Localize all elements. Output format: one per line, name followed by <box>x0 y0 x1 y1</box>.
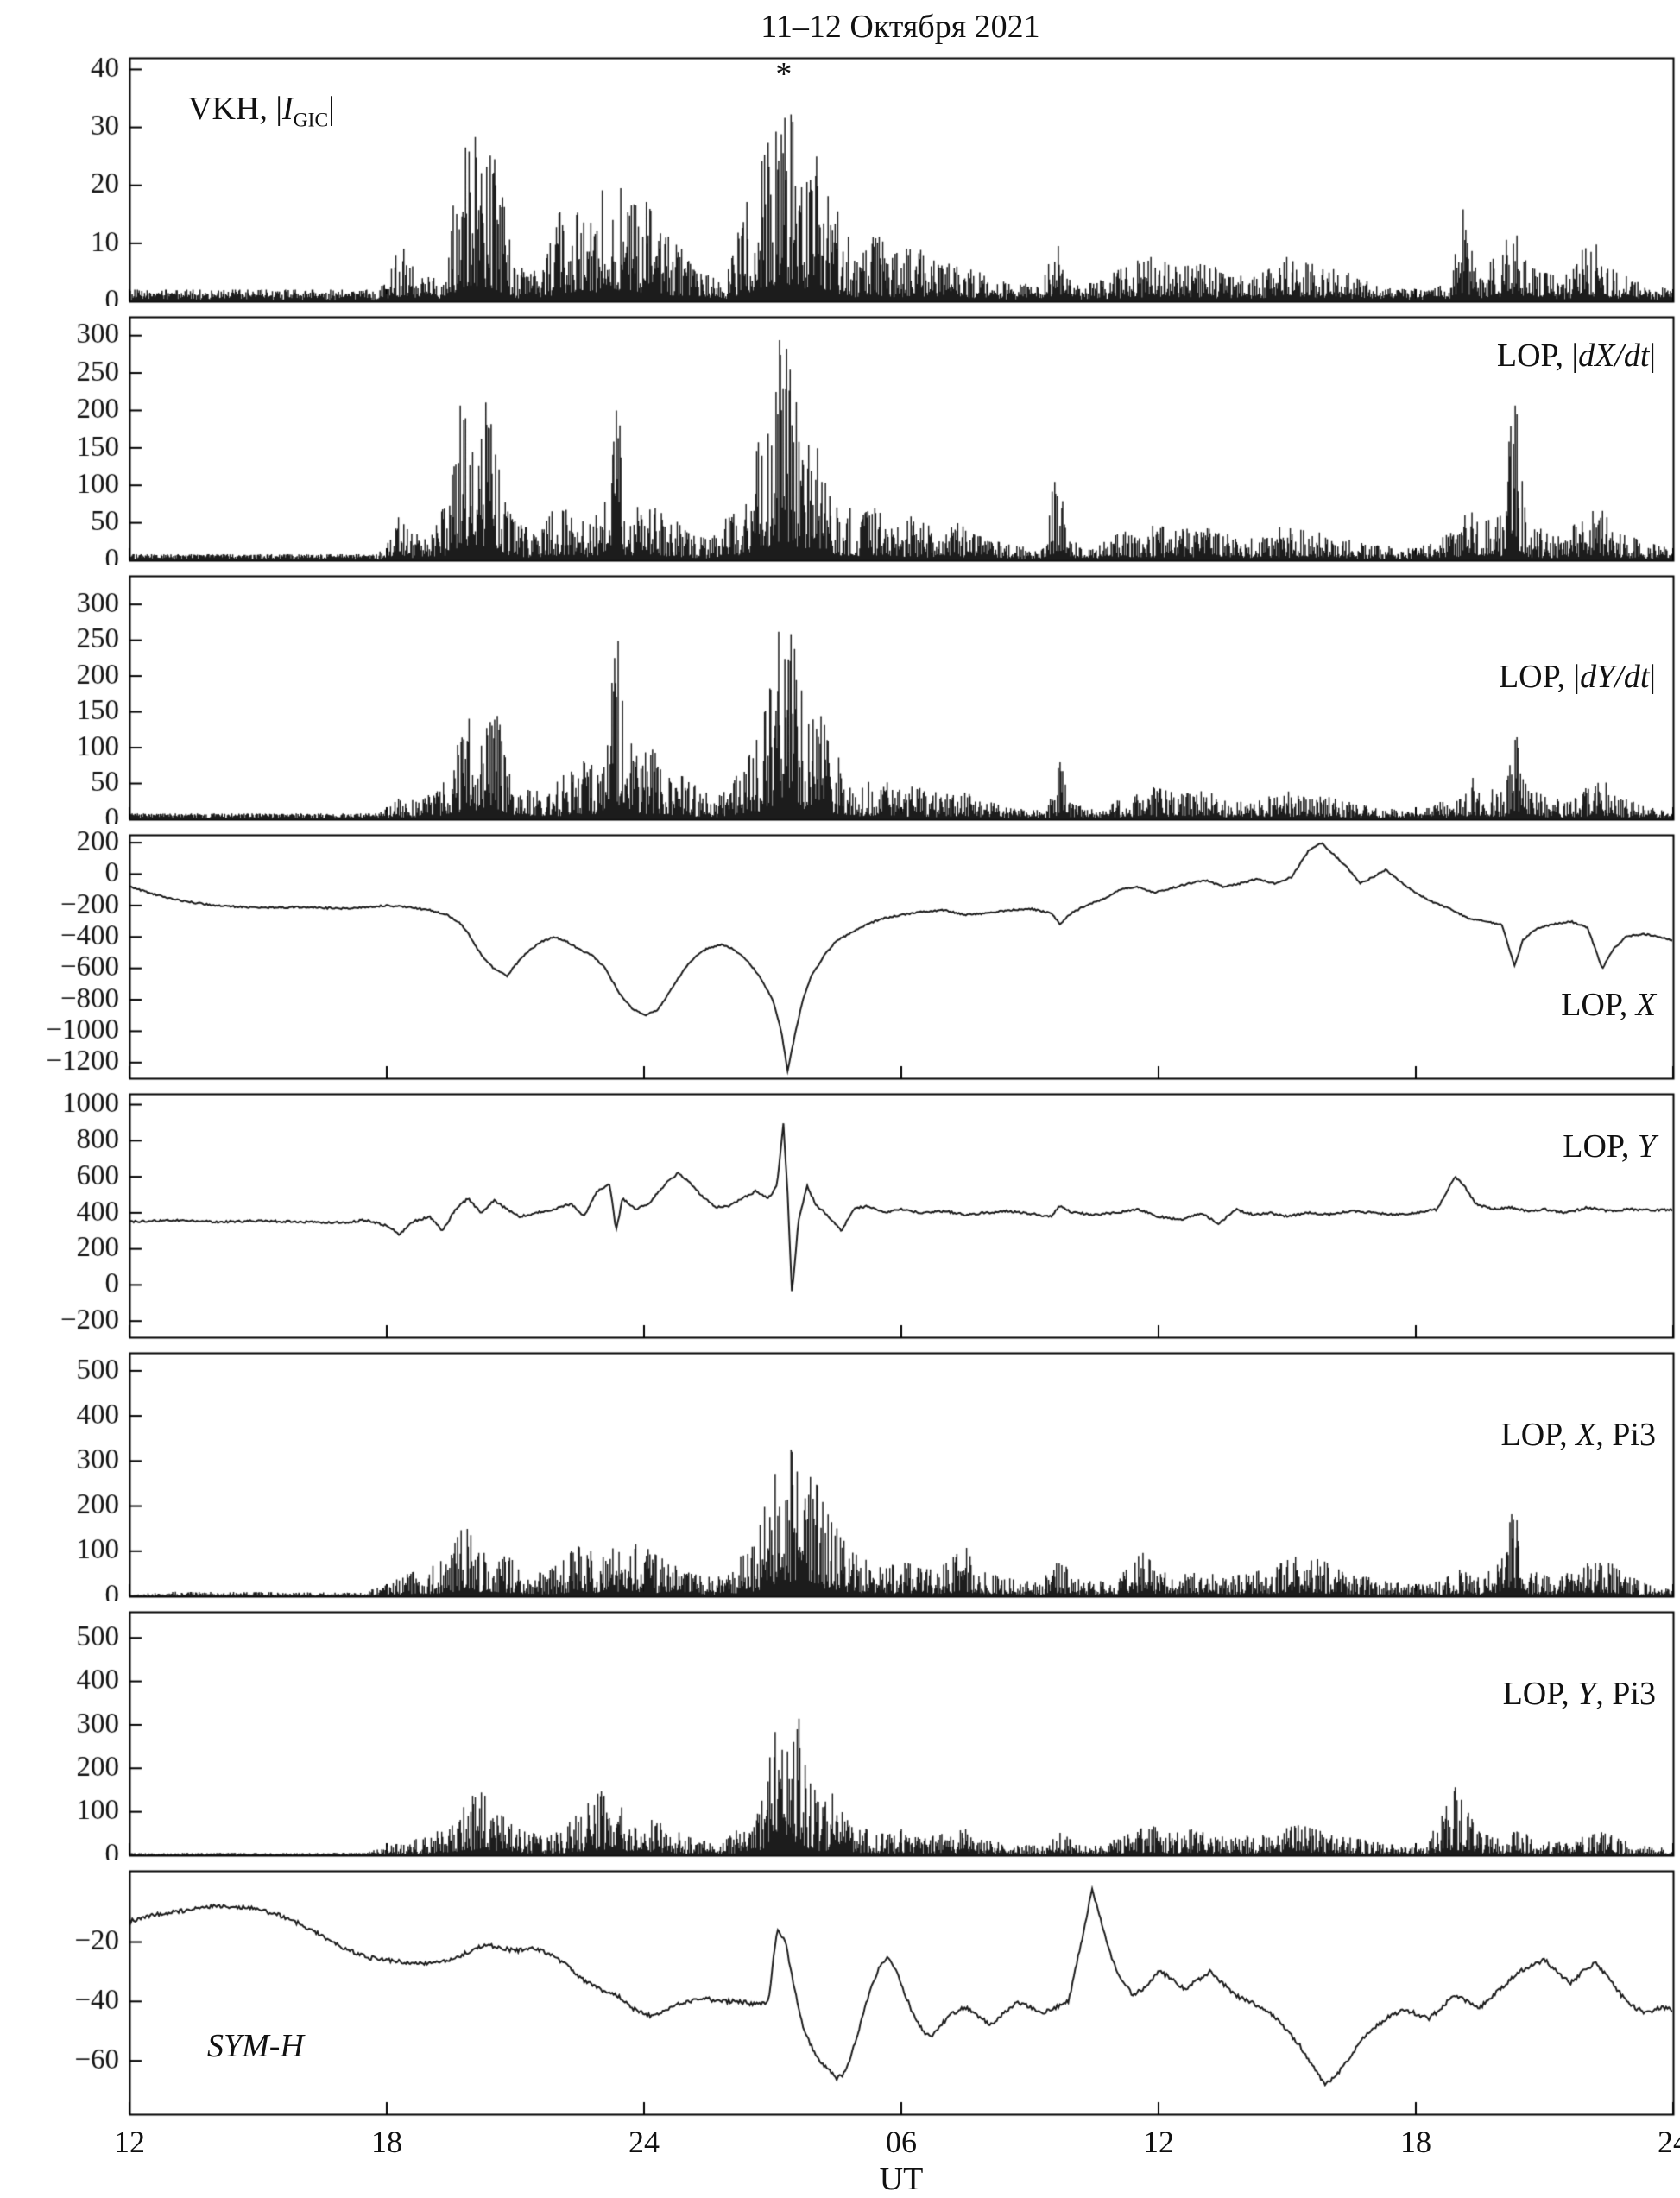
label-var: dX/dt <box>1578 338 1650 374</box>
sym-h-plot-canvas <box>0 1866 1680 2119</box>
label-text: LOP, | <box>1498 659 1581 695</box>
label-text: LOP, <box>1561 987 1636 1023</box>
lop-x-panel-label: LOP, X <box>1561 986 1656 1029</box>
x-tick-label: 12 <box>1143 2125 1174 2159</box>
label-text: VKH, | <box>188 91 282 127</box>
x-tick-label: 18 <box>1400 2125 1431 2159</box>
x-tick-label: 24 <box>628 2125 660 2159</box>
lop-y-pi3-panel-label: LOP, Y, Pi3 <box>1503 1675 1656 1718</box>
panel-lop-x: LOP, X <box>0 831 1680 1083</box>
igic-plot-canvas <box>0 54 1680 306</box>
label-text: | <box>1649 338 1656 374</box>
dydt-plot-canvas <box>0 572 1680 824</box>
x-tick-label: 06 <box>886 2125 917 2159</box>
label-var: SYM-H <box>207 2028 304 2064</box>
panel-igic: VKH, |IGIC| * <box>0 54 1680 306</box>
panel-lop-x-pi3: LOP, X, Pi3 <box>0 1348 1680 1601</box>
label-var: dY/dt <box>1580 659 1650 695</box>
label-text: , Pi3 <box>1595 1417 1656 1453</box>
label-text: | <box>1649 659 1656 695</box>
dxdt-panel-label: LOP, |dX/dt| <box>1497 337 1656 380</box>
lop-y-panel-label: LOP, Y <box>1563 1127 1656 1171</box>
panel-sym-h: SYM-H <box>0 1866 1680 2119</box>
lop-x-plot-canvas <box>0 831 1680 1083</box>
label-text: , Pi3 <box>1595 1676 1656 1712</box>
panel-lop-y: LOP, Y <box>0 1090 1680 1342</box>
panel-dxdt: LOP, |dX/dt| <box>0 313 1680 565</box>
x-tick-label: 18 <box>371 2125 402 2159</box>
figure-title: 11–12 Октября 2021 <box>761 9 1040 45</box>
igic-panel-label: VKH, |IGIC| <box>188 90 335 133</box>
peak-asterisk: * <box>775 56 793 92</box>
label-var: Y <box>1637 1128 1656 1165</box>
panel-lop-y-pi3: LOP, Y, Pi3 <box>0 1607 1680 1860</box>
label-var: I <box>281 91 294 127</box>
x-axis-title-row: UT <box>0 2160 1680 2197</box>
dydt-panel-label: LOP, |dY/dt| <box>1499 658 1656 701</box>
label-text: LOP, <box>1500 1417 1576 1453</box>
label-var: X <box>1576 1417 1596 1453</box>
label-text: | <box>328 91 335 127</box>
x-tick-label: 24 <box>1658 2125 1680 2159</box>
dxdt-plot-canvas <box>0 313 1680 565</box>
lop-x-pi3-panel-label: LOP, X, Pi3 <box>1501 1416 1657 1459</box>
lop-y-pi3-plot-canvas <box>0 1607 1680 1860</box>
label-var: Y <box>1577 1676 1596 1712</box>
label-text: LOP, <box>1502 1676 1578 1712</box>
label-text: LOP, | <box>1496 338 1579 374</box>
label-sub: GIC <box>293 109 329 132</box>
panel-dydt: LOP, |dY/dt| <box>0 572 1680 824</box>
sym-h-panel-label: SYM-H <box>207 2027 304 2070</box>
x-tick-label: 12 <box>114 2125 145 2159</box>
lop-y-plot-canvas <box>0 1090 1680 1342</box>
label-var: X <box>1635 987 1656 1023</box>
x-axis-title: UT <box>879 2161 924 2197</box>
lop-x-pi3-plot-canvas <box>0 1348 1680 1601</box>
x-axis-labels: 12 18 24 06 12 18 24 <box>0 2125 1680 2160</box>
label-text: LOP, <box>1563 1128 1638 1165</box>
